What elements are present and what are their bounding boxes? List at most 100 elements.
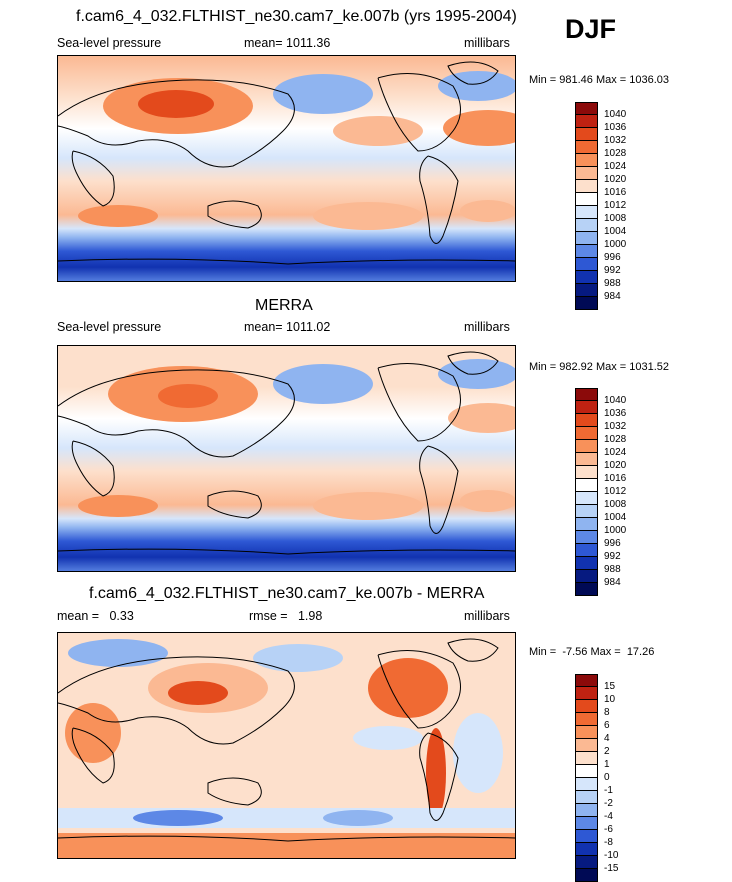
- colorbar-level-label: 984: [604, 577, 621, 588]
- colorbar-swatch: [575, 219, 598, 232]
- colorbar-swatch: [575, 518, 598, 531]
- panel3-map: [57, 632, 516, 859]
- colorbar-swatch: [575, 128, 598, 141]
- colorbar-swatch: [575, 505, 598, 518]
- colorbar-level-label: 1012: [604, 486, 627, 497]
- colorbar-swatch: [575, 570, 598, 583]
- panel1-mean-label: mean= 1011.36: [244, 36, 331, 50]
- colorbar-level-label: 10: [604, 694, 616, 705]
- colorbar-swatch: [575, 557, 598, 570]
- colorbar-swatch: [575, 271, 598, 284]
- colorbar-level-label: 988: [604, 278, 621, 289]
- diff-neg-atlantic: [453, 713, 503, 793]
- panel3-coastlines: [58, 638, 515, 842]
- colorbar-level-label: 1012: [604, 200, 627, 211]
- colorbar-level-label: -15: [604, 863, 619, 874]
- panel1-minmax: Min = 981.46 Max = 1036.03: [529, 74, 670, 86]
- panel1-colorbar: 1040 1036 1032 1028 1024 1020 1016 1012 1008 1004…: [575, 102, 626, 310]
- panel3-rmse-label: rmse = 1.98: [249, 609, 323, 623]
- colorbar-level-label: 1024: [604, 447, 627, 458]
- colorbar-swatch: [575, 167, 598, 180]
- south-pacific-high: [313, 202, 423, 230]
- panel3-mean-label: mean = 0.33: [57, 609, 134, 623]
- colorbar-swatch: [575, 778, 598, 791]
- panel2-mean-label: mean= 1011.02: [244, 320, 331, 334]
- colorbar-swatch: [575, 739, 598, 752]
- colorbar-swatch: [575, 830, 598, 843]
- colorbar-swatch: [575, 180, 598, 193]
- colorbar-swatch: [575, 544, 598, 557]
- colorbar-swatch: [575, 388, 598, 401]
- siberian-high-core: [138, 90, 214, 118]
- panel3-units-label: millibars: [464, 609, 510, 623]
- diff-pos-andes: [426, 728, 446, 818]
- colorbar-swatch: [575, 115, 598, 128]
- diff-neg-southern-2: [323, 810, 393, 826]
- colorbar-level-label: 988: [604, 564, 621, 575]
- panel1-title: f.cam6_4_032.FLTHIST_ne30.cam7_ke.007b (…: [76, 8, 517, 25]
- colorbar-swatch: [575, 856, 598, 869]
- panel2-colorbar: 1040 1036 1032 1028 1024 1020 1016 1012 1008 1004…: [575, 388, 626, 596]
- colorbar-level-label: 1020: [604, 174, 627, 185]
- colorbar-swatch: [575, 752, 598, 765]
- colorbar-level-label: 1036: [604, 408, 627, 419]
- colorbar-level-label: 6: [604, 720, 610, 731]
- diff-pos-north-america: [368, 658, 448, 718]
- colorbar-swatch: [575, 492, 598, 505]
- colorbar-level-label: -6: [604, 824, 613, 835]
- colorbar-level-label: 1004: [604, 226, 627, 237]
- panel2-title: MERRA: [255, 297, 313, 314]
- colorbar-swatch: [575, 791, 598, 804]
- colorbar-swatch: [575, 713, 598, 726]
- colorbar-swatch: [575, 193, 598, 206]
- colorbar-level-label: 1040: [604, 395, 627, 406]
- colorbar-swatch: [575, 297, 598, 310]
- colorbar-level-label: 1020: [604, 460, 627, 471]
- colorbar-level-label: 1036: [604, 122, 627, 133]
- indian-ocean-high: [78, 205, 158, 227]
- colorbar-level-label: 1008: [604, 213, 627, 224]
- south-atlantic-high: [460, 490, 515, 512]
- south-atlantic-high: [460, 200, 515, 222]
- colorbar-swatch: [575, 765, 598, 778]
- colorbar-level-label: 8: [604, 707, 610, 718]
- colorbar-level-label: 1000: [604, 239, 627, 250]
- colorbar-swatch: [575, 440, 598, 453]
- panel1-coastlines: [58, 61, 515, 265]
- colorbar-swatch: [575, 141, 598, 154]
- aleutian-low: [273, 364, 373, 404]
- panel3-minmax: Min = -7.56 Max = 17.26: [529, 646, 655, 658]
- colorbar-level-label: 4: [604, 733, 610, 744]
- diff-pos-asia-core: [168, 681, 228, 705]
- colorbar-level-label: 996: [604, 538, 621, 549]
- pacific-high: [333, 116, 423, 146]
- icelandic-low: [438, 71, 515, 101]
- colorbar-level-label: 1000: [604, 525, 627, 536]
- colorbar-swatch: [575, 232, 598, 245]
- colorbar-swatch: [575, 154, 598, 167]
- diff-neg-southern-1: [133, 810, 223, 826]
- colorbar-level-label: -1: [604, 785, 613, 796]
- diff-southern-band: [58, 808, 515, 828]
- colorbar-swatch: [575, 102, 598, 115]
- colorbar-swatch: [575, 674, 598, 687]
- colorbar-swatch: [575, 414, 598, 427]
- colorbar-swatch: [575, 869, 598, 882]
- colorbar-level-label: 1008: [604, 499, 627, 510]
- colorbar-level-label: 992: [604, 265, 621, 276]
- panel2-units-label: millibars: [464, 320, 510, 334]
- colorbar-swatch: [575, 206, 598, 219]
- colorbar-swatch: [575, 258, 598, 271]
- panel2-variable-label: Sea-level pressure: [57, 320, 162, 334]
- siberian-high-core: [158, 384, 218, 408]
- colorbar-level-label: -10: [604, 850, 619, 861]
- colorbar-level-label: 1016: [604, 187, 627, 198]
- colorbar-level-label: 0: [604, 772, 610, 783]
- colorbar-swatch: [575, 817, 598, 830]
- colorbar-swatch: [575, 726, 598, 739]
- colorbar-swatch: [575, 700, 598, 713]
- colorbar-level-label: 15: [604, 681, 616, 692]
- colorbar-swatch: [575, 427, 598, 440]
- colorbar-level-label: 1024: [604, 161, 627, 172]
- colorbar-level-label: 992: [604, 551, 621, 562]
